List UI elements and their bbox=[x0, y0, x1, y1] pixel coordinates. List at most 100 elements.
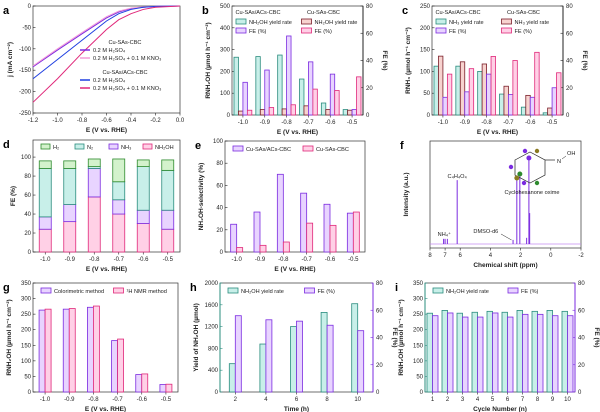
y2-axis-label: FE (%) bbox=[581, 50, 588, 70]
y-axis-label: FE (%) bbox=[10, 186, 17, 206]
y-tick-label: 1600 bbox=[205, 303, 219, 309]
bar-b-s0 bbox=[255, 56, 261, 116]
bar-b-s2 bbox=[351, 109, 357, 116]
legend-label: FE (%) bbox=[515, 29, 533, 35]
panel-letter: f bbox=[400, 140, 404, 152]
y2-tick-label: 40 bbox=[578, 336, 585, 342]
legend-label: NH₂OH bbox=[155, 145, 174, 151]
x-tick-label: 7 bbox=[443, 253, 447, 259]
x-tick-label: -0.7 bbox=[503, 120, 514, 126]
bar-NH₂OH bbox=[38, 228, 52, 253]
y-tick-label: 100 bbox=[213, 139, 224, 145]
plot-frame bbox=[224, 140, 366, 253]
legend-swatch bbox=[501, 18, 512, 25]
legend-swatch bbox=[301, 27, 312, 34]
x-tick-label: 3 bbox=[461, 397, 465, 403]
plot-frame bbox=[32, 139, 181, 253]
y-axis-label: NH₂OH-selectivity (%) bbox=[198, 163, 205, 231]
y-tick-label: 200 bbox=[420, 26, 431, 32]
y-tick-label: 0 bbox=[28, 390, 32, 396]
molecule-name: Cyclohexanone oxime bbox=[504, 190, 559, 196]
peak-marker bbox=[526, 155, 532, 161]
bar-h-s0 bbox=[351, 303, 359, 393]
bar-g-s0 bbox=[87, 306, 94, 393]
bar-e-s0 bbox=[323, 203, 331, 253]
bar-g-s0 bbox=[111, 340, 118, 393]
y2-axis-label: FE (%) bbox=[593, 327, 600, 347]
panel-letter: i bbox=[395, 282, 398, 294]
y-tick-label: 500 bbox=[220, 4, 231, 10]
bar-e-s1 bbox=[352, 211, 360, 253]
bar-g-s1 bbox=[68, 308, 76, 393]
x-tick-label: 6 bbox=[295, 397, 299, 403]
y2-tick-label: 20 bbox=[376, 363, 383, 369]
bar-e-s1 bbox=[236, 247, 244, 253]
legend-swatch bbox=[435, 18, 447, 25]
y-tick-label: 200 bbox=[220, 69, 231, 75]
bar-c-s2 bbox=[486, 73, 492, 116]
bar-c-s2 bbox=[551, 87, 557, 116]
legend-label: NH₂OH yield rate bbox=[249, 20, 292, 26]
bar-c-s3 bbox=[446, 73, 453, 116]
y-tick-label: -50 bbox=[22, 25, 31, 31]
legend-label: FE (%) bbox=[318, 289, 336, 295]
legend-swatch bbox=[435, 27, 447, 34]
y-tick-label: 20 bbox=[216, 228, 223, 234]
bar-c-s3 bbox=[512, 60, 518, 116]
y-tick-label: 800 bbox=[208, 346, 219, 352]
bar-e-s0 bbox=[253, 211, 261, 253]
proton-dot bbox=[521, 180, 527, 186]
bar-c-s2 bbox=[464, 91, 470, 116]
bar-e-s0 bbox=[230, 223, 238, 253]
y-tick-label: 100 bbox=[413, 359, 424, 365]
bar-i-s0 bbox=[501, 311, 508, 393]
x-tick-label: -0.6 bbox=[101, 118, 112, 124]
y-tick-label: 200 bbox=[21, 328, 32, 334]
bar-g-s0 bbox=[38, 309, 46, 393]
bar-NH₃ bbox=[161, 209, 175, 230]
legend-swatch bbox=[142, 143, 153, 150]
curve-2 bbox=[32, 5, 181, 80]
bar-i-s0 bbox=[516, 310, 523, 393]
bar-b-s1 bbox=[347, 109, 353, 116]
x-tick-label: -1.0 bbox=[438, 120, 449, 126]
bar-c-s1 bbox=[438, 55, 444, 116]
legend-swatch bbox=[227, 287, 239, 294]
bar-NH₃ bbox=[87, 168, 101, 198]
x-axis-label: E (V vs. RHE) bbox=[85, 406, 126, 412]
bar-c-s0 bbox=[477, 71, 483, 116]
y2-tick-label: 60 bbox=[366, 31, 373, 37]
y-tick-label: 50 bbox=[423, 91, 430, 97]
panel-d: d 0 20 40 60 80 100 E (V vs. RHE) FE (%) -1.0 -0.9… bbox=[3, 139, 181, 273]
bar-i-s1 bbox=[432, 315, 439, 393]
bar-c-s1 bbox=[503, 85, 509, 116]
x-tick-label: -0.5 bbox=[547, 120, 558, 126]
bar-NH₂OH bbox=[112, 213, 126, 253]
legend-group-title: Cu-SAs/ACs-CBC bbox=[235, 10, 280, 16]
bar-NH₃ bbox=[136, 209, 150, 224]
legend-label: 0.2 M H₂SO₄ + 0.1 M KNO₃ bbox=[93, 56, 161, 62]
y2-tick-label: 80 bbox=[366, 4, 373, 10]
x-axis-label: E (V vs. RHE) bbox=[274, 266, 315, 273]
bar-i-s0 bbox=[426, 312, 433, 393]
bar-c-s1 bbox=[481, 63, 487, 116]
x-tick-label: -0.8 bbox=[89, 257, 100, 263]
bar-g-s1 bbox=[165, 383, 173, 393]
panel-i: i 0 50 100 150 200 250 300 350 0 20 40 60 80 FE (%) Cyc… bbox=[395, 281, 600, 412]
bar-e-s0 bbox=[276, 173, 284, 253]
y-tick-label: 0 bbox=[215, 390, 219, 396]
legend-swatch bbox=[304, 287, 315, 294]
proton-dot bbox=[522, 148, 528, 154]
y-tick-label: -250 bbox=[19, 111, 32, 117]
y-tick-label: 350 bbox=[413, 281, 424, 287]
bar-c-s1 bbox=[547, 107, 553, 116]
y2-tick-label: 20 bbox=[566, 86, 573, 92]
legend-group-title: Cu-SAs-CBC bbox=[507, 10, 540, 16]
x-tick-label: 4 bbox=[476, 397, 480, 403]
y-tick-label: 50 bbox=[24, 374, 31, 380]
y-tick-label: 250 bbox=[420, 4, 431, 10]
legend-label: NH₂OH yield rate bbox=[315, 20, 358, 26]
bar-h-s1 bbox=[357, 330, 365, 393]
panel-e: e 0 20 40 60 80 100 E (V vs. RHE) NH₂OH-selectiv… bbox=[195, 139, 366, 273]
bar-H₂ bbox=[87, 158, 101, 167]
